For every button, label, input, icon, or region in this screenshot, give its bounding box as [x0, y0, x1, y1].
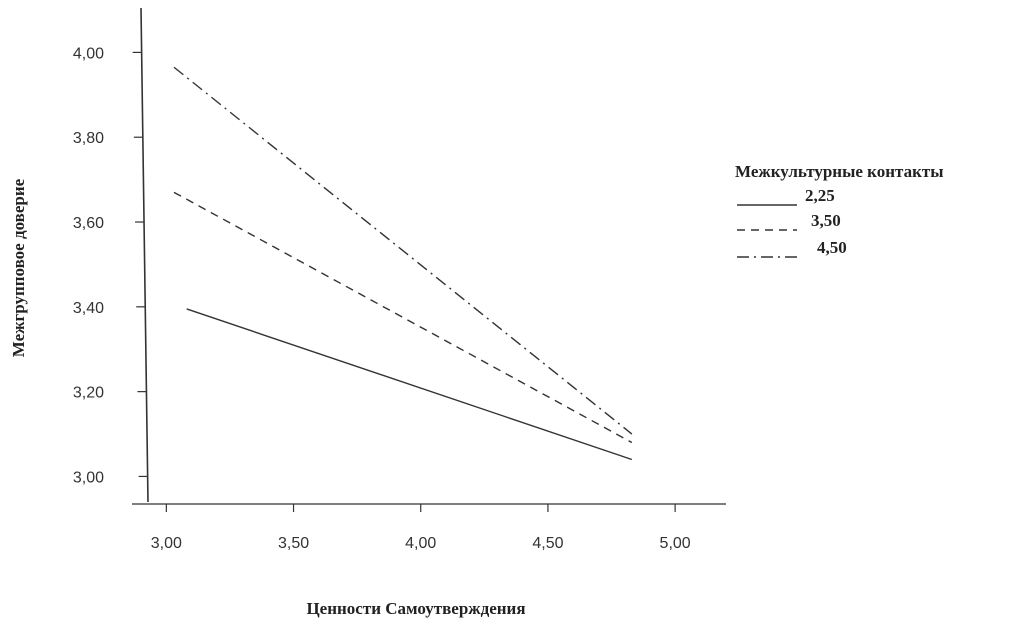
legend-entries: 2,25 3,50 4,50	[737, 186, 847, 258]
y-tick-label: 3,80	[73, 130, 104, 147]
x-tick-label: 4,00	[405, 535, 436, 552]
x-tick-label: 3,50	[278, 535, 309, 552]
y-axis-line	[140, 7, 149, 503]
series-line-3-50	[173, 191, 633, 444]
y-tick-label: 3,20	[73, 385, 104, 402]
series-line-2-25	[186, 308, 633, 461]
legend-title: Межкультурные контакты	[735, 162, 944, 181]
x-tick-label: 4,50	[532, 535, 563, 552]
y-tick-label: 3,00	[73, 469, 104, 486]
legend-label: 3,50	[811, 211, 841, 230]
x-tick-label: 3,00	[151, 535, 182, 552]
y-tick-label: 3,40	[73, 300, 104, 317]
series-lines	[173, 66, 633, 461]
y-axis-ticks: 3,00 3,20 3,40 3,60 3,80 4,00	[73, 45, 148, 486]
legend-label: 2,25	[805, 186, 835, 205]
series-line-4-50	[173, 66, 633, 435]
x-tick-label: 5,00	[660, 535, 691, 552]
y-tick-label: 3,60	[73, 215, 104, 232]
y-tick-label: 4,00	[73, 45, 104, 62]
axes	[132, 7, 726, 505]
x-axis-title: Ценности Самоутверждения	[306, 599, 525, 618]
legend-label: 4,50	[817, 238, 847, 257]
x-axis-ticks: 3,00 3,50 4,00 4,50 5,00	[151, 504, 691, 552]
y-axis-title: Межгрупповое доверие	[9, 178, 28, 357]
legend: Межкультурные контакты 2,25 3,50 4,50	[735, 162, 944, 258]
